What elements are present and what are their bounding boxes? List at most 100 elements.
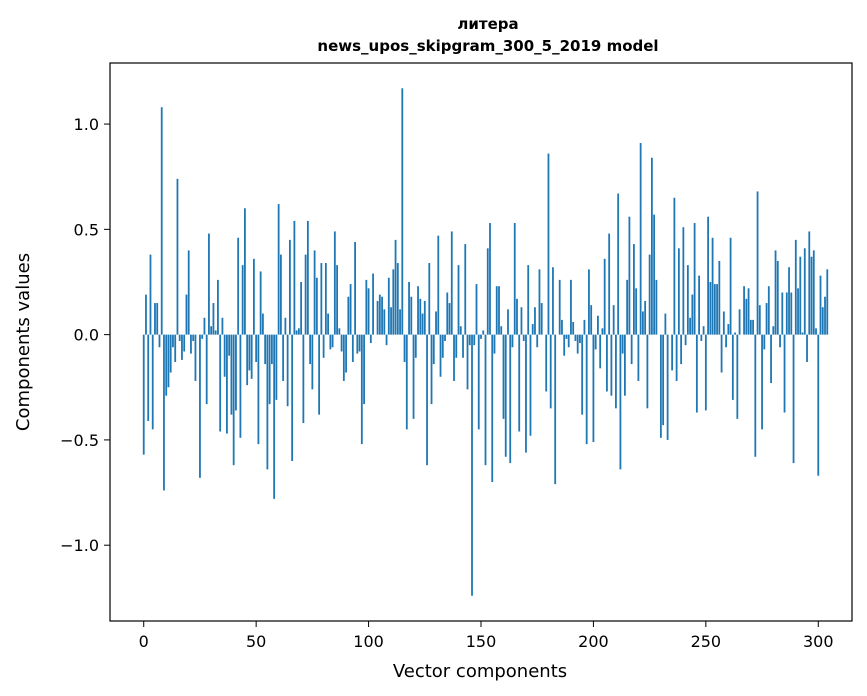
bar — [286, 334, 289, 407]
bar — [455, 334, 458, 358]
bar — [659, 334, 662, 438]
bar — [356, 334, 359, 354]
bar — [749, 319, 752, 335]
bar — [426, 334, 428, 466]
bar — [401, 88, 404, 335]
bar — [633, 244, 635, 335]
bar — [606, 334, 608, 392]
bar — [495, 286, 498, 335]
bar — [502, 334, 505, 419]
bar — [444, 334, 446, 341]
bar — [226, 334, 228, 434]
bar — [255, 334, 258, 362]
bar — [151, 334, 154, 430]
bar — [262, 313, 264, 335]
bar — [783, 334, 786, 413]
bar — [297, 328, 300, 335]
bar — [477, 334, 480, 430]
bar — [704, 334, 707, 411]
bar — [608, 233, 611, 335]
bar — [448, 303, 451, 335]
bar — [365, 279, 368, 335]
bar — [333, 231, 336, 335]
bar — [507, 309, 509, 335]
bar — [369, 334, 372, 344]
bar — [525, 334, 527, 453]
bar — [711, 237, 714, 335]
bar — [165, 334, 168, 396]
bar — [329, 334, 332, 350]
bar — [808, 231, 811, 335]
plot-frame — [109, 62, 853, 622]
bar — [235, 334, 237, 411]
bar — [718, 260, 721, 335]
bar — [192, 334, 195, 341]
bar — [435, 311, 437, 335]
bar — [788, 267, 790, 335]
bar — [484, 334, 487, 466]
bar — [201, 334, 204, 339]
bar — [421, 313, 424, 335]
bar — [178, 334, 181, 341]
bar — [387, 277, 390, 335]
bar — [163, 334, 165, 491]
bar — [466, 334, 469, 390]
bar — [392, 269, 395, 335]
bar — [529, 334, 532, 436]
bar — [527, 265, 530, 335]
bar — [810, 256, 813, 335]
bar — [628, 216, 631, 335]
bar — [767, 286, 770, 335]
bar — [239, 334, 242, 438]
bar — [826, 269, 829, 335]
bar — [603, 258, 606, 335]
y-tick-label: 0.0 — [74, 326, 99, 345]
bar — [554, 334, 557, 485]
bar — [167, 334, 170, 388]
bar — [147, 334, 150, 421]
bar — [405, 334, 408, 430]
bar — [354, 241, 356, 335]
bar — [516, 298, 518, 335]
bar — [390, 307, 392, 335]
bar — [372, 273, 374, 335]
bar — [244, 208, 246, 335]
bar — [396, 263, 399, 335]
bar — [246, 334, 249, 386]
bar — [475, 284, 478, 335]
bar — [358, 334, 361, 352]
bar — [174, 334, 177, 362]
bar — [601, 328, 604, 335]
bar — [781, 292, 784, 335]
bar — [653, 214, 656, 335]
bar — [279, 254, 282, 335]
bar — [446, 292, 449, 335]
bar — [509, 334, 512, 464]
bar — [185, 294, 188, 335]
bar — [199, 334, 201, 478]
bar — [698, 275, 700, 335]
bar — [221, 317, 224, 335]
bar — [716, 284, 718, 335]
bar — [149, 254, 152, 335]
bar — [682, 227, 685, 335]
y-tick-label: 0.5 — [74, 220, 99, 239]
bar — [585, 334, 588, 445]
bar — [695, 334, 698, 413]
bar — [552, 267, 554, 335]
bar — [273, 334, 276, 499]
bar — [792, 334, 795, 464]
bar — [320, 263, 323, 335]
x-axis-label: Vector components — [393, 661, 567, 682]
bar — [349, 284, 352, 335]
chart-title: литера — [457, 15, 518, 33]
bar — [597, 315, 599, 335]
bar — [686, 265, 689, 335]
bar — [664, 313, 667, 335]
bar — [583, 319, 586, 335]
bar — [736, 334, 739, 419]
x-tick-label: 200 — [578, 632, 609, 651]
bar — [462, 334, 464, 358]
bar — [295, 330, 298, 335]
